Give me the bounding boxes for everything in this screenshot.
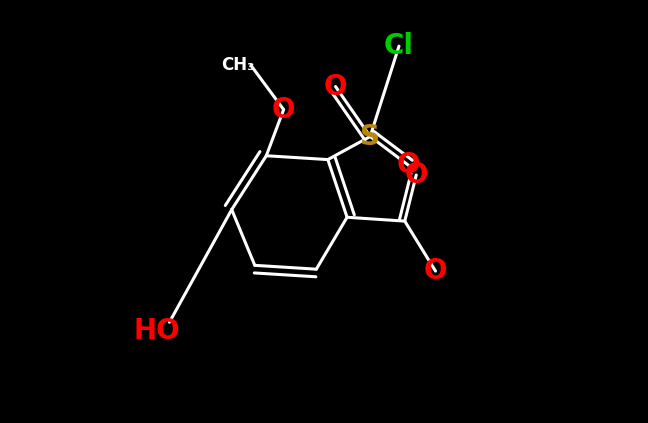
Text: CH₃: CH₃ (222, 56, 255, 74)
Text: HO: HO (133, 317, 180, 345)
Text: O: O (424, 257, 447, 285)
Text: O: O (324, 72, 347, 101)
Text: O: O (404, 161, 428, 189)
Text: Cl: Cl (384, 32, 414, 60)
Text: O: O (272, 96, 295, 124)
Text: S: S (360, 123, 380, 151)
Text: O: O (397, 151, 421, 179)
